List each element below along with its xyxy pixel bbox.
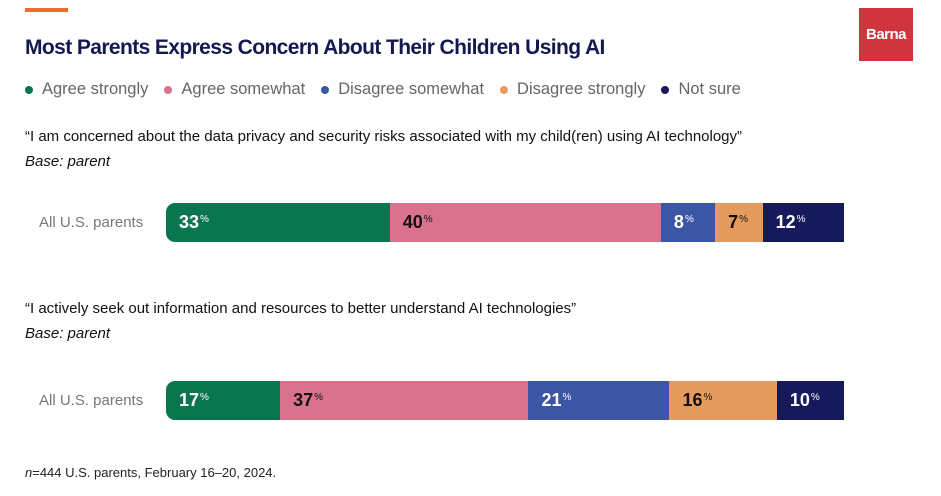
bar-segment: 37% (280, 381, 529, 420)
legend-label: Agree somewhat (181, 80, 306, 98)
legend-dot-icon (500, 85, 509, 94)
data-label: 40 (402, 212, 423, 232)
percent-sign: % (739, 214, 749, 225)
bar-segment: 17% (166, 381, 281, 420)
legend-dot-icon (321, 85, 330, 94)
legend: Agree strongly Agree somewhat Disagree som… (25, 80, 741, 99)
legend-item: Disagree strongly (500, 80, 645, 99)
data-label: 10 (789, 390, 810, 410)
legend-dot-icon (661, 85, 670, 94)
data-label: 7 (728, 212, 739, 232)
footnote: n=444 U.S. parents, February 16–20, 2024… (25, 465, 276, 480)
legend-item: Agree somewhat (164, 80, 305, 99)
percent-sign: % (423, 214, 433, 225)
percent-sign: % (703, 392, 713, 403)
bar-segment: 40% (389, 203, 661, 242)
footnote-n: n (25, 465, 33, 480)
data-label: 12 (775, 212, 796, 232)
percent-sign: % (796, 214, 806, 225)
bar-segment: 8% (660, 203, 716, 242)
bar-segment: 12% (762, 203, 844, 242)
percent-sign: % (200, 392, 209, 403)
data-label: 37 (293, 390, 314, 410)
legend-label: Not sure (678, 80, 741, 98)
legend-dot-icon (164, 85, 173, 94)
percent-sign: % (810, 392, 820, 403)
legend-label: Agree strongly (42, 80, 149, 98)
question-2: “I actively seek out information and res… (25, 300, 577, 317)
question-1: “I am concerned about the data privacy a… (25, 128, 743, 145)
bar-segment: 21% (528, 381, 670, 420)
stacked-bar-1: 33% 40% 8% 7% 12% (166, 203, 844, 242)
legend-label: Disagree strongly (517, 80, 646, 98)
data-label: 33 (179, 212, 200, 232)
legend-item: Agree strongly (25, 80, 148, 99)
percent-sign: % (684, 214, 694, 225)
row-label-2: All U.S. parents (39, 392, 144, 409)
bar-segment: 10% (776, 381, 844, 420)
base-1: Base: parent (25, 153, 111, 170)
bar-segment: 33% (166, 203, 390, 242)
legend-label: Disagree somewhat (338, 80, 485, 98)
legend-dot-icon (25, 85, 33, 94)
percent-sign: % (562, 392, 572, 403)
row-label-1: All U.S. parents (39, 214, 144, 231)
data-label: 16 (682, 390, 703, 410)
percent-sign: % (314, 392, 324, 403)
barna-logo: Barna (859, 8, 913, 61)
chart-title: Most Parents Express Concern About Their… (25, 36, 605, 59)
data-label: 8 (673, 212, 684, 232)
legend-item: Disagree somewhat (321, 80, 484, 99)
base-2: Base: parent (25, 325, 111, 342)
data-label: 21 (541, 390, 562, 410)
stacked-bar-2: 17% 37% 21% 16% 10% (166, 381, 844, 420)
bar-segment: 16% (669, 381, 777, 420)
data-label: 17 (179, 390, 200, 410)
percent-sign: % (200, 214, 209, 225)
legend-item: Not sure (661, 80, 741, 99)
accent-bar (25, 8, 68, 12)
bar-segment: 7% (715, 203, 763, 242)
footnote-text: =444 U.S. parents, February 16–20, 2024. (32, 465, 277, 480)
